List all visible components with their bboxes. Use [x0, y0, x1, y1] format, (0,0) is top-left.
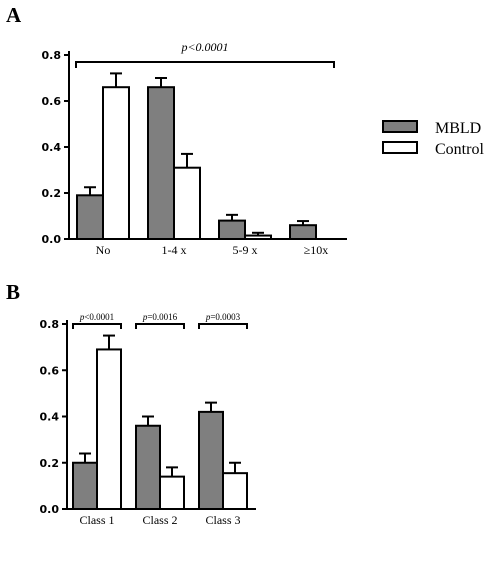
- category-label-0-0: No: [96, 243, 111, 257]
- p-value-a: p<0.0001: [180, 40, 228, 54]
- y-tick-label-0-3: 0.6: [42, 95, 62, 108]
- p-value-b-2-p: p: [205, 312, 211, 322]
- significance-bracket-b-1: [135, 323, 185, 329]
- p-value-b-0-value: <0.0001: [84, 312, 114, 322]
- bar-0-0-3: [289, 224, 317, 240]
- bar-1-0-1: [135, 424, 161, 510]
- legend-label-control: Control: [435, 141, 484, 158]
- bar-0-1-1: [173, 166, 201, 240]
- p-value-b-2: p=0.0003: [205, 312, 241, 322]
- legend-swatch-mbld: [382, 120, 418, 133]
- p-value-b-0-p: p: [79, 312, 85, 322]
- chart-b: Class 1 Class 2 Class 30.00.20.40.60.8p<0.…: [40, 312, 256, 527]
- p-value-b-1-value: =0.0016: [147, 312, 177, 322]
- significance-bracket-a: [75, 61, 335, 68]
- legend-label-mbld: MBLD: [435, 120, 481, 137]
- bar-1-1-1: [159, 475, 185, 510]
- bar-0-0-1: [147, 86, 175, 240]
- bar-0-1-0: [102, 86, 130, 240]
- legend-swatch-control: [382, 141, 418, 154]
- y-tick-label-1-2: 0.4: [40, 411, 60, 424]
- category-label-1-0: Class 1: [79, 513, 114, 527]
- category-label-1-2: Class 3: [205, 513, 240, 527]
- legend: MBLD Control: [382, 120, 484, 158]
- y-tick-label-1-3: 0.6: [40, 364, 60, 377]
- panel-a-label: A: [6, 3, 22, 27]
- bar-1-0-0: [72, 461, 98, 510]
- y-tick-label-0-0: 0.0: [42, 233, 62, 246]
- y-tick-label-0-4: 0.8: [42, 49, 62, 62]
- y-tick-label-1-1: 0.2: [40, 457, 60, 470]
- y-tick-label-1-0: 0.0: [40, 503, 60, 516]
- p-value-b-0: p<0.0001: [79, 312, 114, 322]
- bar-0-0-2: [218, 219, 246, 241]
- significance-bracket-b-2: [198, 323, 248, 329]
- p-value-b-2-value: =0.0003: [210, 312, 240, 322]
- bar-1-1-0: [96, 348, 122, 510]
- significance-bracket-b-0: [72, 323, 122, 329]
- bar-1-1-2: [222, 472, 248, 510]
- p-value-b-1: p=0.0016: [142, 312, 178, 322]
- chart-a: No 1-4 x 5-9 x ≥10x 0.0 0.2 0.4 0.6 0.8 p<0.0001: [42, 40, 347, 257]
- y-tick-label-1-4: 0.8: [40, 318, 60, 331]
- y-tick-label-0-1: 0.2: [42, 187, 62, 200]
- p-value-b-1-p: p: [142, 312, 148, 322]
- category-label-1-1: Class 2: [142, 513, 177, 527]
- bar-1-0-2: [198, 410, 224, 510]
- category-label-0-1: 1-4 x: [162, 243, 187, 257]
- bar-0-0-0: [76, 194, 104, 241]
- y-tick-label-0-2: 0.4: [42, 141, 62, 154]
- category-label-0-3: ≥10x: [304, 243, 329, 257]
- category-label-0-2: 5-9 x: [233, 243, 258, 257]
- panel-b-label: B: [6, 280, 20, 304]
